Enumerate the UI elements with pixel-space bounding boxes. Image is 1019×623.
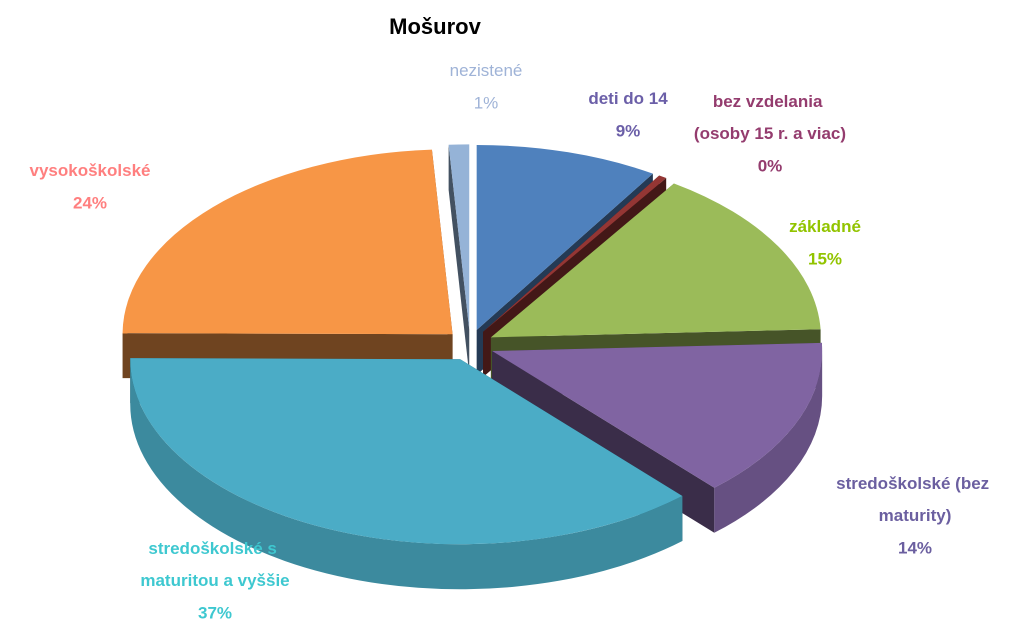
chart-title: Mošurov [389, 14, 481, 39]
data-label-value: 37% [198, 603, 232, 622]
slice [492, 342, 823, 488]
data-label-value: 1% [474, 93, 499, 112]
data-label-value: 24% [73, 193, 107, 212]
data-label-name: stredoškolské s maturitou a vyššie [140, 539, 289, 590]
data-label-name: stredoškolské (bez maturity) [836, 474, 994, 525]
data-label-value: 15% [808, 249, 842, 268]
slice-side [448, 144, 470, 375]
slice [448, 144, 470, 330]
data-label-name: deti do 14 [588, 89, 668, 108]
data-label-name: vysokoškolské [30, 161, 151, 180]
data-label-name: bez vzdelania (osoby 15 r. a viac) [694, 92, 846, 143]
slice-wall [130, 359, 683, 590]
slice [490, 183, 821, 338]
slice [483, 175, 667, 332]
slice [130, 358, 683, 545]
data-label-value: 9% [616, 121, 641, 140]
data-label-value: 14% [898, 538, 932, 557]
slice [122, 149, 453, 335]
slice-wall [714, 350, 823, 533]
data-label-name: základné [789, 217, 861, 236]
slice [476, 145, 653, 331]
data-label-name: nezistené [450, 61, 523, 80]
data-label-value: 0% [758, 156, 783, 175]
